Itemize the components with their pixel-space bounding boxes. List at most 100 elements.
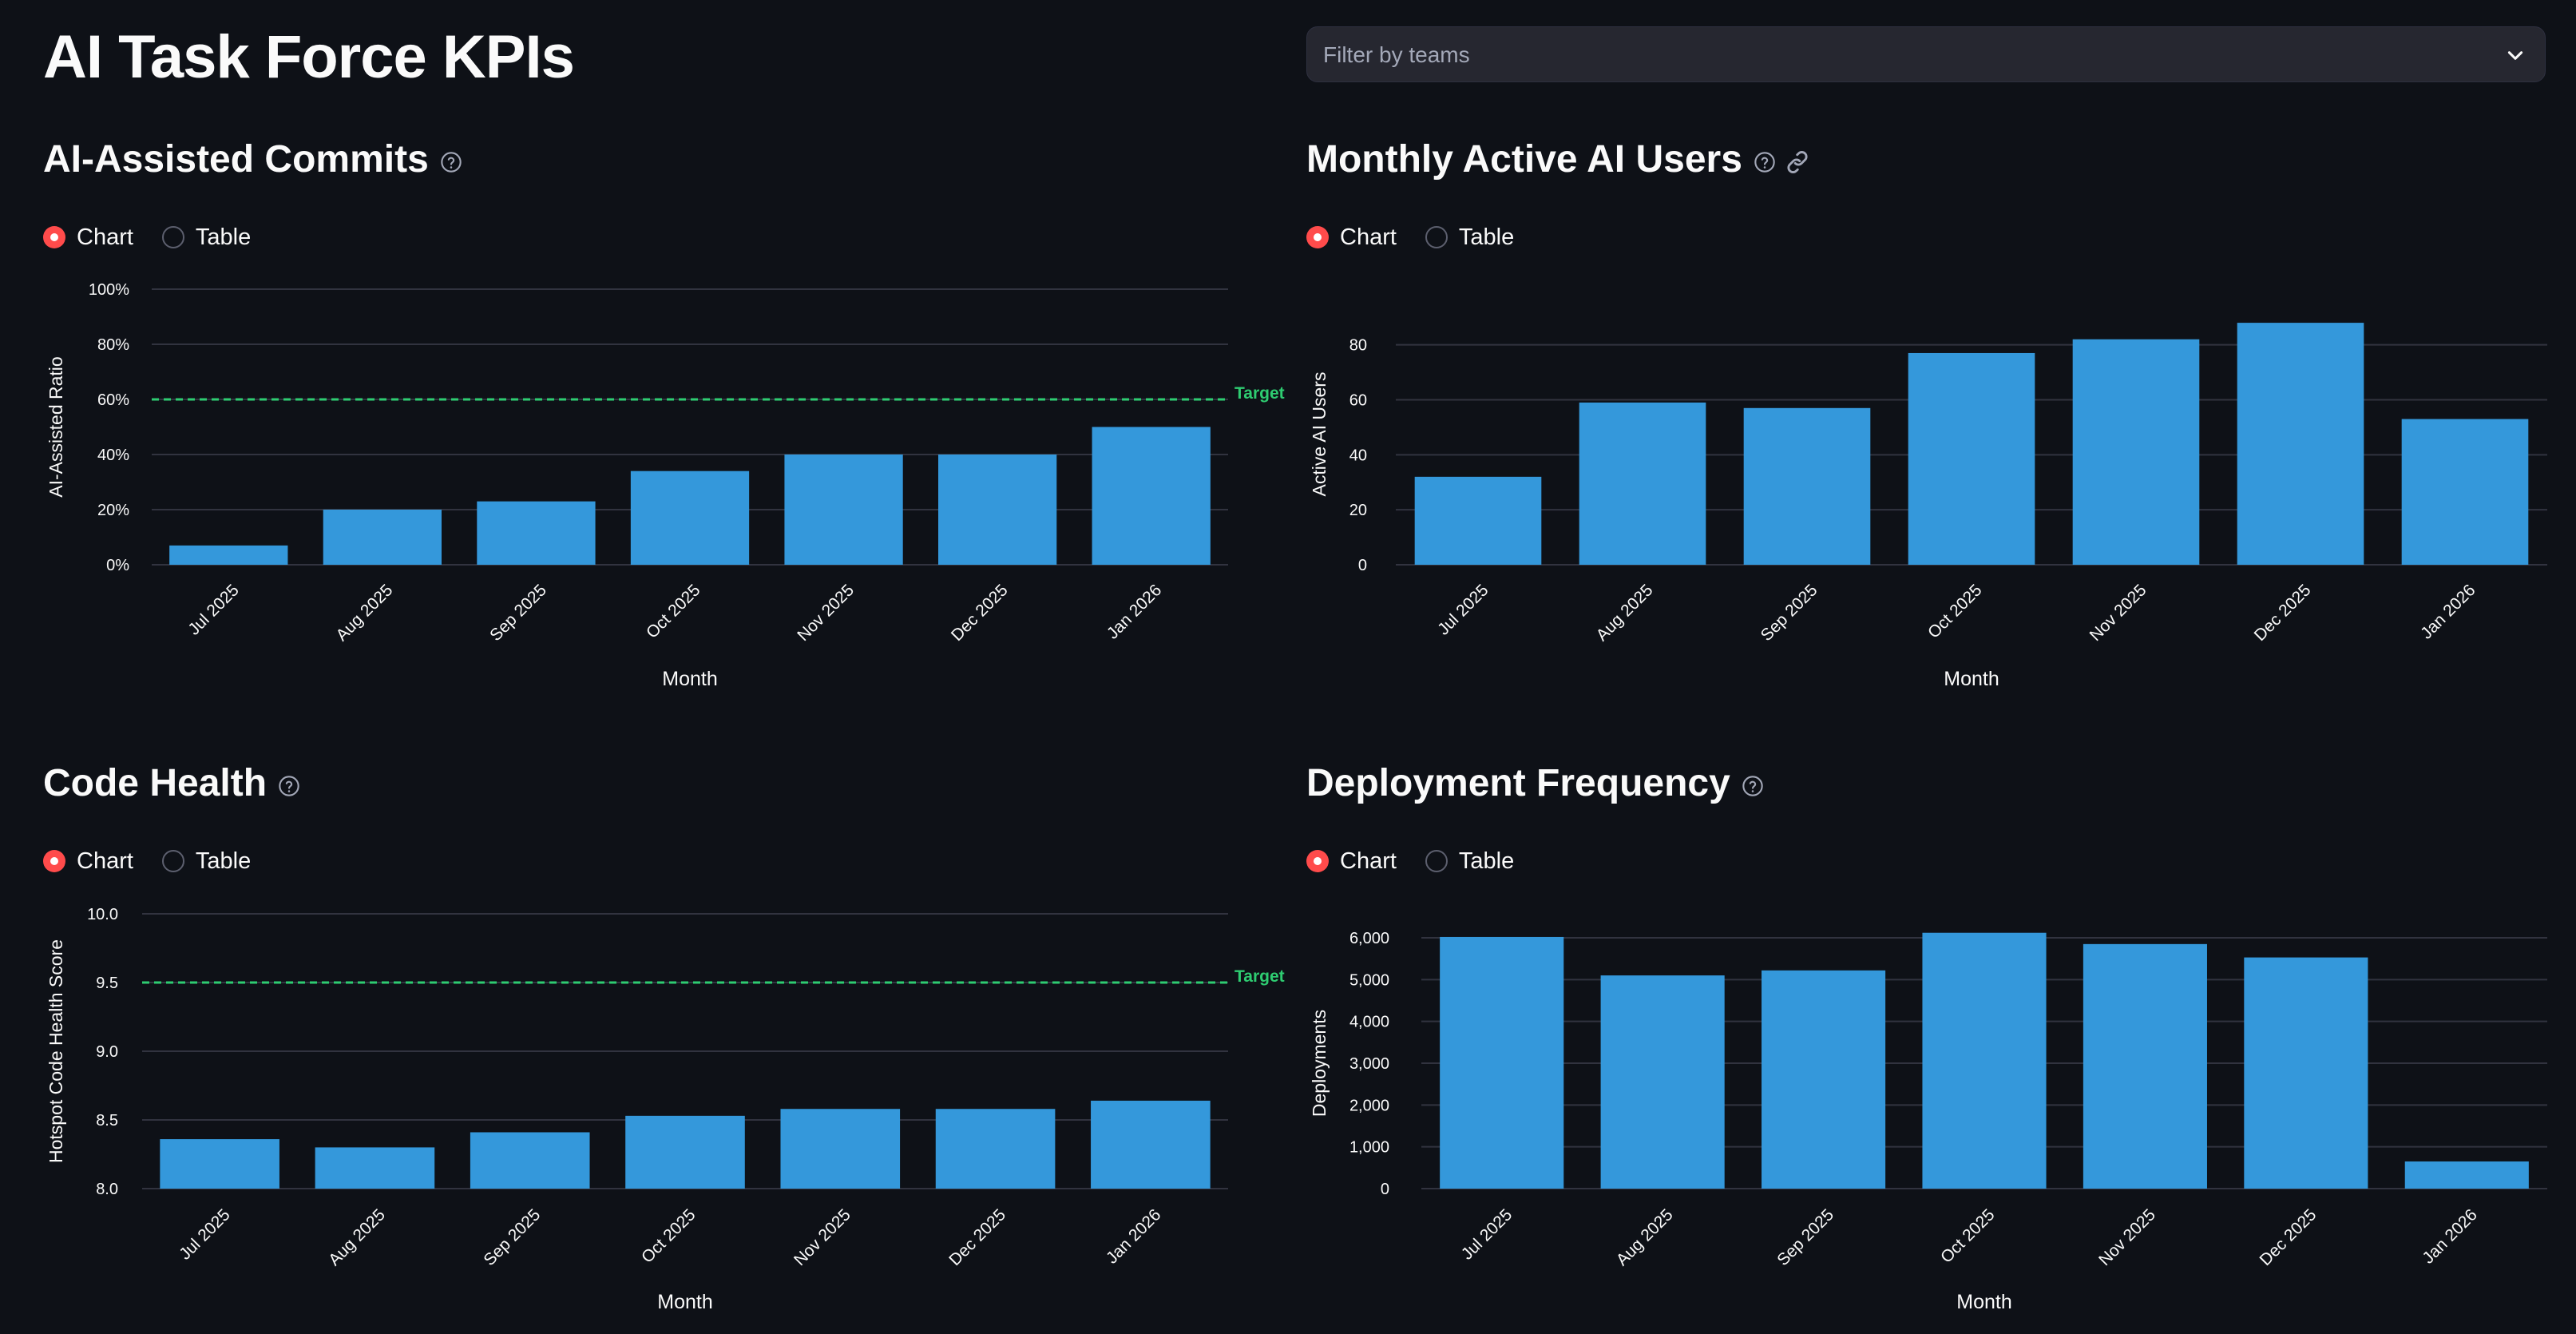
radio-label: Chart	[1340, 224, 1397, 250]
page-title: AI Task Force KPIs	[43, 23, 575, 91]
y-tick-label: 0	[1381, 1181, 1389, 1198]
view-toggle-deployment-frequency: Chart Table	[1306, 845, 1543, 877]
bar	[2083, 943, 2207, 1189]
radio-table[interactable]: Table	[1425, 224, 1514, 251]
bar	[625, 1115, 745, 1189]
bar	[1579, 402, 1706, 565]
y-tick-label: 40	[1349, 447, 1367, 464]
radio-label: Table	[1458, 848, 1515, 874]
bar	[1091, 1100, 1211, 1189]
help-icon[interactable]	[278, 775, 300, 797]
radio-unselected-indicator	[161, 850, 184, 872]
radio-selected-indicator	[43, 226, 65, 248]
y-tick-label: 4,000	[1349, 1014, 1389, 1031]
y-tick-label: 5,000	[1349, 971, 1389, 989]
y-tick-label: 10.0	[87, 906, 118, 923]
y-axis-title: Hotspot Code Health Score	[46, 939, 66, 1163]
section-title-monthly-active-ai-users: Monthly Active AI Users	[1306, 136, 1811, 184]
bar	[938, 455, 1057, 565]
radio-label: Table	[195, 848, 252, 874]
radio-chart[interactable]: Chart	[43, 848, 133, 875]
bar	[477, 501, 596, 565]
radio-unselected-indicator	[1425, 226, 1448, 248]
y-tick-label: 6,000	[1349, 930, 1389, 947]
x-tick-label: Dec 2025	[2257, 1205, 2320, 1269]
x-tick-label: Jan 2026	[2419, 1205, 2480, 1267]
bar	[1440, 936, 1564, 1189]
y-tick-label: 9.0	[96, 1043, 118, 1061]
section-title-text: Deployment Frequency	[1306, 762, 1730, 804]
help-icon[interactable]	[1742, 775, 1764, 797]
y-tick-label: 9.5	[96, 975, 118, 992]
y-axis-title: AI-Assisted Ratio	[46, 356, 66, 497]
bar	[935, 1109, 1056, 1189]
x-axis-title: Month	[1944, 668, 1999, 690]
filter-placeholder: Filter by teams	[1323, 42, 1470, 67]
bar	[780, 1109, 901, 1189]
x-tick-label: Aug 2025	[1613, 1205, 1677, 1269]
y-tick-label: 3,000	[1349, 1055, 1389, 1073]
radio-selected-indicator	[43, 850, 65, 872]
y-tick-label: 8.5	[96, 1112, 118, 1130]
section-title-text: AI-Assisted Commits	[43, 138, 429, 181]
y-tick-label: 2,000	[1349, 1097, 1389, 1114]
radio-chart[interactable]: Chart	[43, 224, 133, 251]
section-title-text: Monthly Active AI Users	[1306, 138, 1742, 181]
bar	[1908, 352, 2035, 565]
help-icon[interactable]	[440, 151, 462, 173]
bar	[169, 545, 288, 565]
radio-label: Table	[1458, 224, 1515, 250]
target-label: Target	[1234, 384, 1285, 403]
link-icon[interactable]	[1784, 149, 1811, 176]
bar	[2401, 419, 2529, 565]
bar	[630, 470, 750, 565]
radio-table[interactable]: Table	[1425, 848, 1514, 875]
radio-chart[interactable]: Chart	[1306, 224, 1397, 251]
bar	[1092, 427, 1211, 565]
bar	[2404, 1161, 2529, 1189]
bar	[1922, 932, 2047, 1189]
bar	[2072, 339, 2200, 565]
y-tick-label: 20%	[97, 502, 129, 519]
bar	[2237, 323, 2364, 565]
y-tick-label: 8.0	[96, 1181, 118, 1198]
section-title-code-health: Code Health	[43, 760, 300, 808]
y-tick-label: 80	[1349, 337, 1367, 355]
radio-label: Chart	[1340, 848, 1397, 874]
bar	[1762, 970, 1886, 1189]
target-label: Target	[1234, 967, 1285, 986]
bar	[315, 1147, 435, 1189]
y-tick-label: 100%	[89, 281, 129, 299]
x-axis-title: Month	[1956, 1291, 2011, 1313]
y-tick-label: 60%	[97, 391, 129, 409]
view-toggle-ai-assisted-commits: Chart Table	[43, 221, 279, 253]
radio-label: Chart	[77, 848, 133, 874]
x-tick-label: Oct 2025	[1937, 1205, 1999, 1267]
bar	[1600, 975, 1725, 1189]
y-tick-label: 1,000	[1349, 1139, 1389, 1157]
section-title-deployment-frequency: Deployment Frequency	[1306, 760, 1764, 808]
bar	[1414, 476, 1542, 565]
view-toggle-monthly-active-ai-users: Chart Table	[1306, 221, 1543, 253]
radio-selected-indicator	[1306, 226, 1329, 248]
bar	[1743, 407, 1871, 565]
team-filter-select[interactable]: Filter by teams	[1306, 26, 2546, 82]
radio-unselected-indicator	[1425, 850, 1448, 872]
y-tick-label: 0	[1358, 557, 1367, 574]
help-icon[interactable]	[1754, 151, 1776, 173]
radio-table[interactable]: Table	[161, 848, 252, 875]
radio-label: Table	[195, 224, 252, 250]
bar	[784, 455, 903, 565]
radio-chart[interactable]: Chart	[1306, 848, 1397, 875]
y-tick-label: 80%	[97, 336, 129, 354]
radio-table[interactable]: Table	[161, 224, 252, 251]
y-tick-label: 60	[1349, 391, 1367, 409]
section-title-text: Code Health	[43, 762, 268, 804]
y-axis-title: Active AI Users	[1309, 372, 1330, 497]
y-tick-label: 0%	[106, 557, 129, 574]
bar	[470, 1132, 590, 1189]
